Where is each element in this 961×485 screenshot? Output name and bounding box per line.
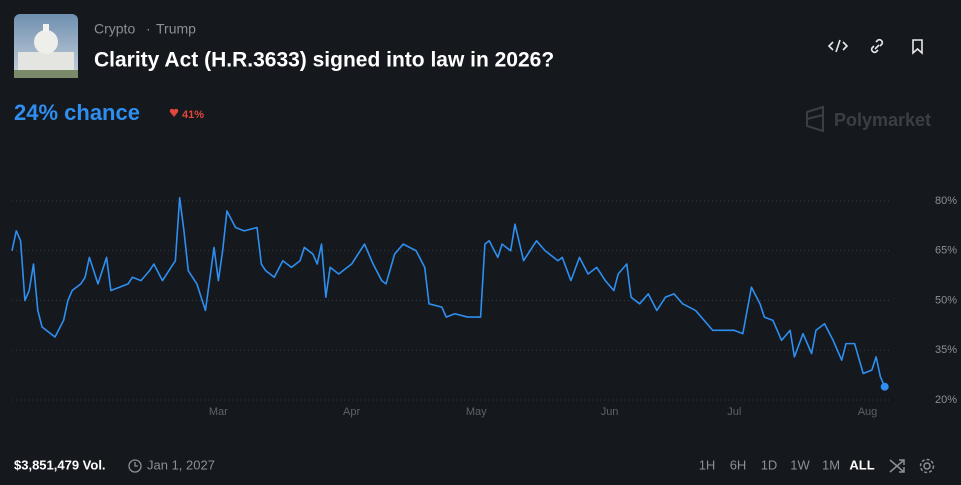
x-tick-label: Apr [343,406,360,418]
end-date: Jan 1, 2027 [147,457,215,472]
bookmark-button[interactable] [912,39,923,55]
y-tick-label: 80% [935,195,957,207]
brand-logo [806,105,824,133]
range-button[interactable]: 1M [822,457,840,472]
price-chart: 20% 35% 50% 65% 80% Mar Apr May Jun Jul Aug [11,195,957,418]
range-button[interactable]: 1W [790,457,810,472]
x-tick-label: Jun [601,406,619,418]
embed-button[interactable] [827,39,849,53]
tag[interactable]: Crypto [94,21,135,37]
x-tick-label: Jul [727,406,741,418]
current-point [880,382,889,391]
x-tick-label: May [466,406,487,418]
market-image [14,14,78,78]
y-tick-label: 20% [935,394,957,406]
separator: · [146,21,151,37]
shuffle-button[interactable] [889,459,905,473]
header-actions [827,38,923,55]
brand-name: Polymarket [834,110,931,130]
range-button[interactable]: 1D [761,457,778,472]
y-tick-label: 50% [935,294,957,306]
y-tick-label: 35% [935,344,957,356]
y-tick-label: 65% [935,245,957,257]
market-title: Clarity Act (H.R.3633) signed into law i… [94,49,554,72]
chance: 24% chance [14,100,140,125]
range-button[interactable]: ALL [849,457,874,472]
x-tick-label: Mar [209,406,228,418]
volume: $3,851,479 Vol. [14,457,106,472]
range-button[interactable]: 6H [730,457,747,472]
footer-actions [889,458,935,474]
range-selector: ALL 1M 1W 1D 6H 1H [699,457,875,472]
x-tick-label: Aug [858,406,878,418]
chance-change: 41% [182,109,204,121]
down-icon [169,108,179,117]
clock-icon [128,459,142,473]
link-button[interactable] [870,38,884,54]
price-line [11,196,886,388]
settings-button[interactable] [919,458,935,474]
tag[interactable]: Trump [156,21,196,37]
range-button[interactable]: 1H [699,457,716,472]
